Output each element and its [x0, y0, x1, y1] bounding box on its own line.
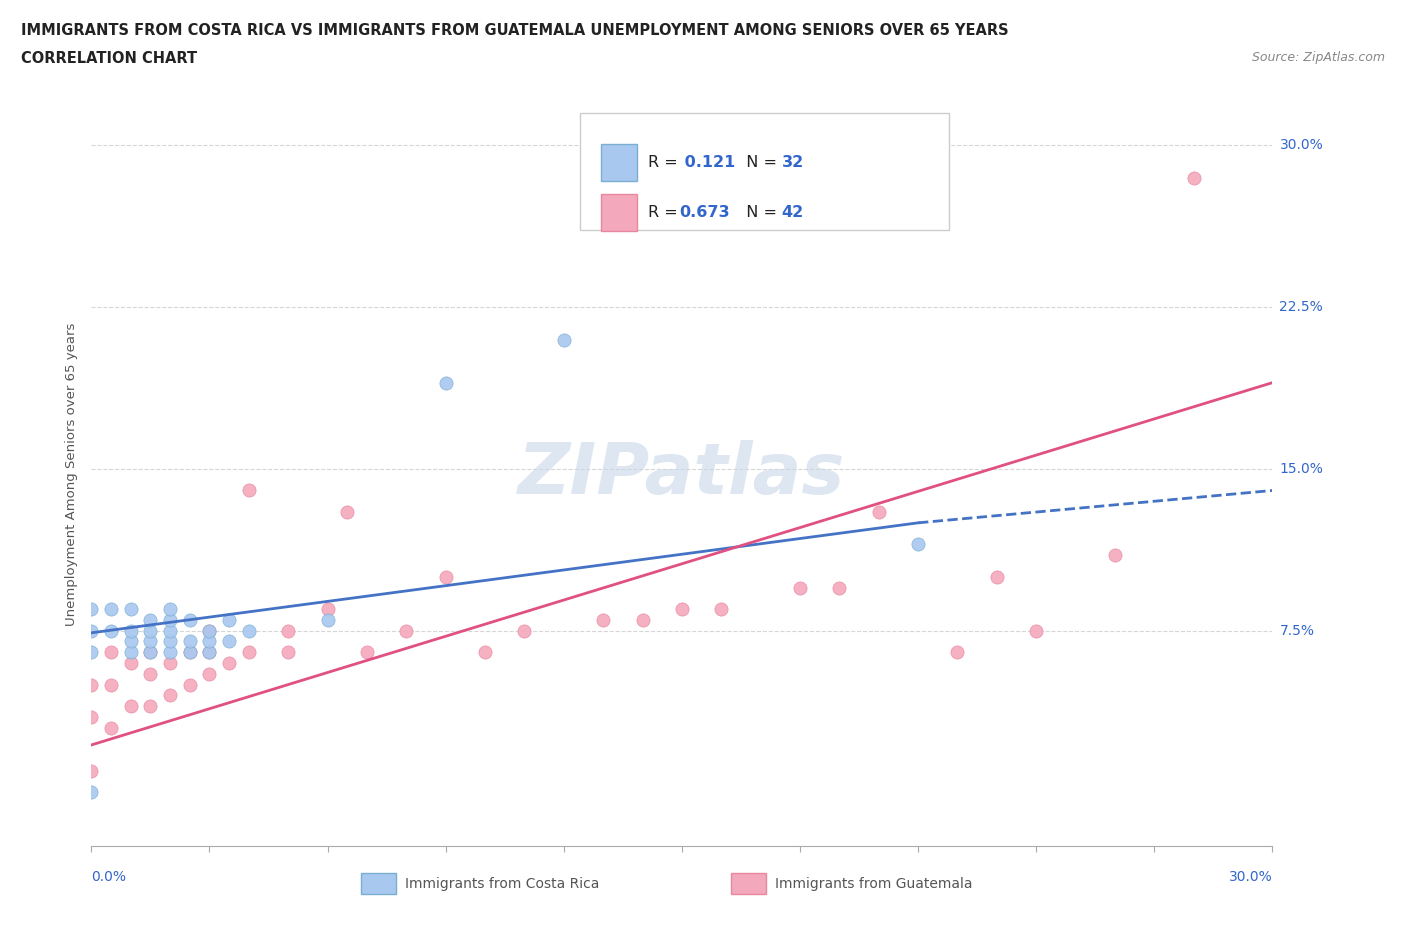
Text: 0.673: 0.673	[679, 205, 730, 219]
Point	[789, 580, 811, 595]
Point	[80, 677, 103, 692]
Text: N =: N =	[737, 205, 783, 219]
Point	[277, 644, 299, 659]
Point	[179, 677, 201, 692]
Point	[139, 644, 162, 659]
Point	[120, 634, 142, 649]
Point	[1182, 170, 1205, 185]
Text: 30.0%: 30.0%	[1229, 870, 1272, 884]
Text: 15.0%: 15.0%	[1279, 462, 1323, 476]
Point	[179, 644, 201, 659]
Point	[80, 623, 103, 638]
Point	[179, 634, 201, 649]
Point	[139, 666, 162, 681]
Point	[336, 505, 359, 520]
Point	[710, 602, 733, 617]
Point	[120, 623, 142, 638]
Point	[100, 720, 122, 735]
Point	[946, 644, 969, 659]
Point	[1104, 548, 1126, 563]
Point	[238, 623, 260, 638]
Point	[139, 634, 162, 649]
Point	[986, 569, 1008, 584]
Point	[198, 666, 221, 681]
Text: 0.121: 0.121	[679, 155, 735, 170]
Point	[513, 623, 536, 638]
Point	[277, 623, 299, 638]
Text: N =: N =	[737, 155, 783, 170]
Point	[159, 644, 181, 659]
Text: 30.0%: 30.0%	[1279, 139, 1323, 153]
Text: CORRELATION CHART: CORRELATION CHART	[21, 51, 197, 66]
Point	[592, 613, 614, 628]
Point	[100, 644, 122, 659]
Text: 22.5%: 22.5%	[1279, 300, 1323, 314]
Point	[159, 602, 181, 617]
Text: ZIPatlas: ZIPatlas	[519, 440, 845, 509]
Text: Immigrants from Guatemala: Immigrants from Guatemala	[775, 876, 972, 891]
Point	[868, 505, 890, 520]
Point	[474, 644, 496, 659]
Text: 32: 32	[782, 155, 804, 170]
Point	[120, 698, 142, 713]
Point	[1025, 623, 1047, 638]
Text: Immigrants from Costa Rica: Immigrants from Costa Rica	[405, 876, 599, 891]
Point	[159, 613, 181, 628]
Point	[434, 375, 457, 390]
Point	[218, 656, 240, 671]
Point	[80, 602, 103, 617]
Point	[80, 710, 103, 724]
Point	[198, 623, 221, 638]
Point	[631, 613, 654, 628]
Text: 7.5%: 7.5%	[1279, 624, 1315, 638]
Point	[120, 656, 142, 671]
Point	[159, 688, 181, 703]
Point	[80, 644, 103, 659]
Point	[316, 613, 339, 628]
Text: 0.0%: 0.0%	[91, 870, 127, 884]
Point	[553, 332, 575, 347]
Point	[395, 623, 418, 638]
Point	[100, 677, 122, 692]
Y-axis label: Unemployment Among Seniors over 65 years: Unemployment Among Seniors over 65 years	[65, 323, 79, 626]
Point	[159, 634, 181, 649]
Point	[139, 698, 162, 713]
Point	[179, 613, 201, 628]
Point	[179, 644, 201, 659]
Point	[139, 613, 162, 628]
Point	[218, 613, 240, 628]
Text: R =: R =	[648, 205, 683, 219]
Text: Source: ZipAtlas.com: Source: ZipAtlas.com	[1251, 51, 1385, 64]
Text: IMMIGRANTS FROM COSTA RICA VS IMMIGRANTS FROM GUATEMALA UNEMPLOYMENT AMONG SENIO: IMMIGRANTS FROM COSTA RICA VS IMMIGRANTS…	[21, 23, 1008, 38]
Point	[139, 644, 162, 659]
Point	[120, 644, 142, 659]
Point	[828, 580, 851, 595]
Point	[907, 537, 929, 551]
Point	[671, 602, 693, 617]
Point	[434, 569, 457, 584]
Text: R =: R =	[648, 155, 683, 170]
Point	[100, 602, 122, 617]
Point	[80, 785, 103, 800]
Point	[159, 623, 181, 638]
Point	[356, 644, 378, 659]
Text: 42: 42	[782, 205, 804, 219]
Point	[120, 602, 142, 617]
Point	[198, 623, 221, 638]
Point	[218, 634, 240, 649]
Point	[316, 602, 339, 617]
Point	[159, 656, 181, 671]
Point	[80, 764, 103, 778]
Point	[198, 644, 221, 659]
Point	[139, 623, 162, 638]
Point	[198, 644, 221, 659]
Point	[198, 634, 221, 649]
Point	[238, 483, 260, 498]
Point	[238, 644, 260, 659]
Point	[100, 623, 122, 638]
